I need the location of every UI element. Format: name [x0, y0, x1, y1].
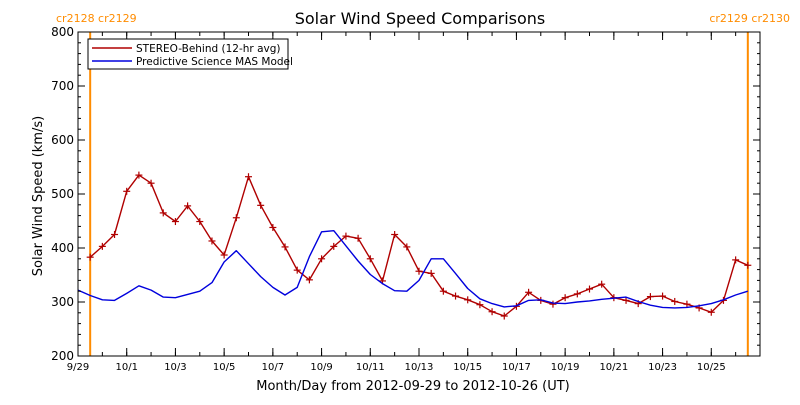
data-point-stereo	[732, 256, 740, 264]
data-point-stereo	[549, 300, 557, 308]
data-point-stereo	[683, 300, 691, 308]
data-point-stereo	[488, 308, 496, 316]
data-point-stereo	[184, 202, 192, 210]
legend-box	[87, 38, 289, 70]
data-point-stereo	[86, 253, 94, 261]
data-point-stereo	[111, 231, 119, 238]
data-point-stereo	[598, 280, 606, 288]
legend-label-model: Predictive Science MAS Model	[136, 56, 293, 68]
series-line-stereo	[89, 174, 749, 317]
data-point-stereo	[366, 255, 374, 263]
data-point-stereo	[586, 285, 593, 293]
data-point-stereo	[281, 243, 289, 251]
data-point-stereo	[147, 179, 155, 187]
data-point-stereo	[415, 267, 423, 275]
y-tick-label: 700	[51, 79, 74, 93]
data-point-stereo	[573, 290, 581, 298]
carrington-markers: cr2128 cr2129 cr2129 cr2130	[56, 12, 790, 356]
data-point-stereo	[305, 276, 313, 284]
data-point-stereo	[439, 287, 447, 295]
x-tick-label: 10/15	[453, 362, 482, 373]
legend-label-stereo: STEREO-Behind (12-hr avg)	[136, 43, 280, 55]
x-tick-label: 10/23	[648, 362, 677, 373]
data-point-stereo	[476, 301, 484, 309]
data-point-stereo	[744, 261, 752, 269]
data-point-stereo	[646, 293, 654, 301]
data-point-stereo	[159, 209, 167, 217]
data-point-stereo	[354, 234, 362, 242]
carrington-label: cr2128 cr2129	[56, 12, 137, 25]
data-point-stereo	[391, 231, 399, 238]
y-tick-label: 500	[51, 187, 74, 201]
data-point-stereo	[257, 201, 265, 209]
plot-frame	[77, 31, 761, 357]
y-axis-label: Solar Wind Speed (km/s)	[31, 116, 46, 276]
data-point-stereo	[208, 237, 216, 245]
axis-ticks: 200 300 400 500 600 700 800 9/29 10/1 10/3 10/5 10/…	[51, 25, 761, 373]
data-point-stereo	[98, 242, 106, 250]
data-point-stereo	[452, 292, 460, 300]
x-tick-label: 10/9	[310, 362, 332, 373]
data-point-stereo	[245, 173, 252, 181]
data-point-stereo	[403, 243, 411, 251]
x-axis-label: Month/Day from 2012-09-29 to 2012-10-26 …	[256, 379, 569, 394]
x-tick-label: 10/1	[115, 362, 137, 373]
x-tick-label: 10/25	[697, 362, 726, 373]
y-tick-label: 400	[51, 241, 74, 255]
x-tick-label: 10/5	[213, 362, 235, 373]
y-tick-label: 800	[51, 25, 74, 39]
x-tick-label: 10/19	[551, 362, 580, 373]
x-tick-label: 10/3	[164, 362, 186, 373]
data-point-stereo	[220, 251, 228, 259]
data-point-stereo	[330, 242, 338, 250]
data-point-stereo	[293, 266, 301, 274]
legend: STEREO-Behind (12-hr avg) Predictive Sci…	[87, 38, 293, 70]
x-tick-label: 10/17	[502, 362, 531, 373]
data-point-stereo	[135, 171, 143, 179]
y-tick-label: 600	[51, 133, 74, 147]
x-tick-label: 10/11	[356, 362, 385, 373]
data-point-stereo	[342, 232, 350, 240]
x-tick-label: 9/29	[67, 362, 89, 373]
data-point-stereo	[671, 297, 679, 305]
data-point-stereo	[196, 218, 204, 226]
data-point-stereo	[622, 296, 630, 304]
data-point-stereo	[171, 218, 179, 226]
series-layer	[77, 171, 752, 320]
data-point-stereo	[318, 255, 326, 263]
x-tick-label: 10/21	[599, 362, 628, 373]
data-point-stereo	[707, 308, 715, 316]
data-point-stereo	[500, 312, 508, 320]
data-point-stereo	[659, 292, 667, 300]
y-tick-label: 300	[51, 295, 74, 309]
data-point-stereo	[269, 223, 277, 231]
data-point-stereo	[427, 269, 435, 277]
data-point-stereo	[232, 214, 240, 222]
chart-title: Solar Wind Speed Comparisons	[295, 9, 546, 28]
x-tick-label: 10/7	[262, 362, 284, 373]
data-point-stereo	[464, 296, 472, 304]
x-tick-label: 10/13	[405, 362, 434, 373]
data-point-stereo	[561, 294, 569, 302]
data-point-stereo	[123, 187, 131, 195]
y-tick-label: 200	[51, 349, 74, 363]
series-line-model	[77, 229, 749, 309]
carrington-label: cr2129 cr2130	[709, 12, 790, 25]
data-point-stereo	[525, 288, 533, 296]
